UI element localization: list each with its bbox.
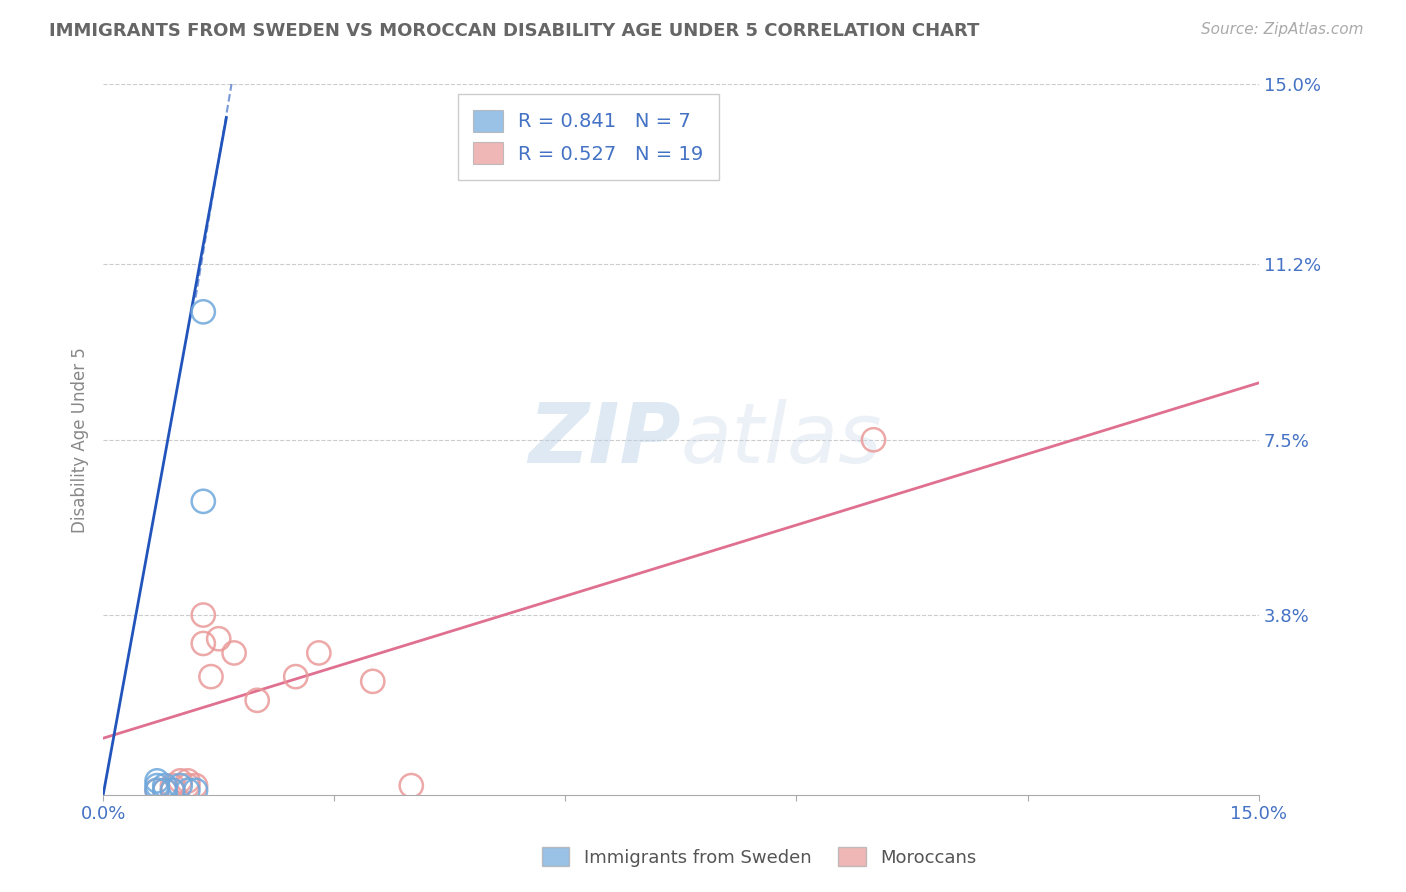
Point: [862, 433, 884, 447]
Text: atlas: atlas: [681, 400, 883, 480]
Point: [177, 779, 200, 793]
Point: [153, 783, 176, 797]
Point: [284, 670, 307, 684]
Point: [146, 783, 169, 797]
Legend: Immigrants from Sweden, Moroccans: Immigrants from Sweden, Moroccans: [536, 840, 983, 874]
Point: [193, 608, 215, 623]
Point: [169, 773, 191, 788]
Point: [177, 773, 200, 788]
Point: [208, 632, 231, 646]
Point: [184, 783, 207, 797]
Point: [146, 779, 169, 793]
Point: [153, 779, 176, 793]
Point: [246, 693, 269, 707]
Point: [184, 779, 207, 793]
Point: [146, 783, 169, 797]
Point: [361, 674, 384, 689]
Text: Source: ZipAtlas.com: Source: ZipAtlas.com: [1201, 22, 1364, 37]
Point: [193, 636, 215, 650]
Point: [222, 646, 245, 660]
Point: [146, 773, 169, 788]
Legend: R = 0.841   N = 7, R = 0.527   N = 19: R = 0.841 N = 7, R = 0.527 N = 19: [458, 95, 718, 180]
Point: [200, 670, 222, 684]
Point: [177, 783, 200, 797]
Text: IMMIGRANTS FROM SWEDEN VS MOROCCAN DISABILITY AGE UNDER 5 CORRELATION CHART: IMMIGRANTS FROM SWEDEN VS MOROCCAN DISAB…: [49, 22, 980, 40]
Text: ZIP: ZIP: [529, 400, 681, 480]
Point: [193, 305, 215, 319]
Point: [162, 783, 184, 797]
Point: [153, 783, 176, 797]
Point: [162, 783, 184, 797]
Point: [401, 779, 423, 793]
Y-axis label: Disability Age Under 5: Disability Age Under 5: [72, 347, 89, 533]
Point: [193, 494, 215, 508]
Point: [308, 646, 330, 660]
Point: [169, 779, 191, 793]
Point: [162, 779, 184, 793]
